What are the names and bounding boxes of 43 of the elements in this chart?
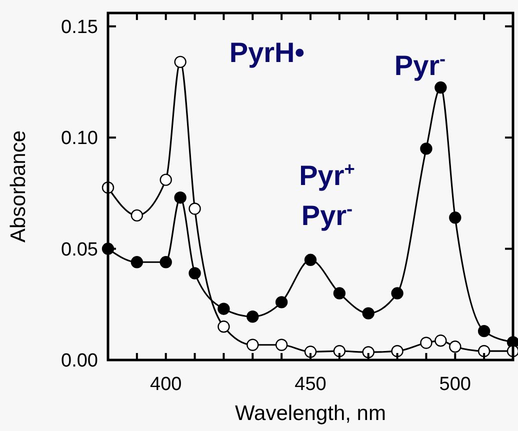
point [304,254,317,266]
point [449,340,462,353]
point [362,307,374,320]
point [434,81,447,94]
point [434,334,447,347]
point [304,346,317,358]
annotation: PyrH• [229,36,305,68]
point [218,302,230,315]
point [275,296,288,308]
point [391,287,404,300]
point [174,192,186,204]
point [130,256,144,268]
y-tick-label: 0.00 [61,350,98,372]
y-tick-label: 0.15 [61,16,98,38]
point [246,310,259,323]
annotation: Pyr$^{+}$ [299,158,355,191]
point [188,267,201,280]
point [218,320,230,333]
point [174,56,186,68]
point [130,209,144,222]
y-tick-label: 0.05 [61,239,98,260]
point [333,345,346,358]
y-tick-label: 0.10 [61,128,98,150]
annotation: Pyr$^{-}$ [301,198,353,231]
point [275,338,288,351]
point [449,212,462,224]
x-tick-label: 400 [150,374,182,395]
point [333,287,346,300]
point [188,202,201,215]
point [420,336,432,349]
annotation: Pyr$^{-}$ [394,48,446,81]
x-tick-label: 450 [294,374,326,395]
x-axis-title: Wavelength, nm [235,402,386,425]
y-axis-title: Absorbance [7,130,30,243]
point [478,345,490,358]
point [160,256,172,268]
point [420,142,432,155]
x-tick-label: 500 [439,374,471,395]
point [246,338,259,351]
point [391,345,404,358]
point [160,174,172,186]
point [478,324,490,338]
point [362,346,374,358]
